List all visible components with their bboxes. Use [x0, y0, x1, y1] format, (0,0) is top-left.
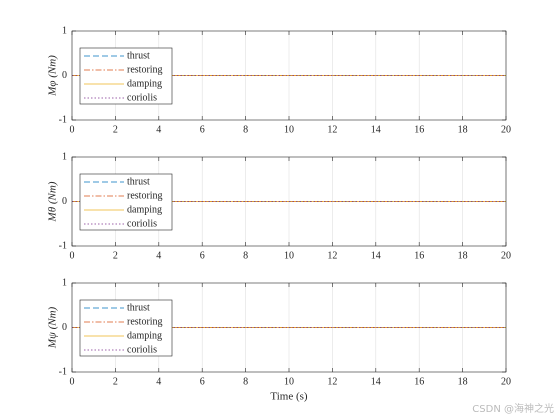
x-tick-label: 12: [327, 250, 337, 261]
legend-box: [79, 47, 173, 105]
y-axis-label: Mθ (Nm): [47, 181, 59, 222]
y-tick-label: 1: [62, 277, 67, 288]
x-tick-label: 4: [156, 124, 161, 135]
legend-label: coriolis: [127, 92, 157, 103]
x-tick-label: 18: [458, 376, 468, 387]
x-tick-label: 4: [156, 376, 161, 387]
x-tick-label: 18: [458, 250, 468, 261]
x-tick-label: 14: [371, 124, 381, 135]
x-tick-label: 16: [414, 376, 424, 387]
y-axis-label: Mφ (Nm): [47, 55, 59, 97]
x-tick-label: 6: [200, 376, 205, 387]
x-tick-label: 14: [371, 250, 381, 261]
legend-label: restoring: [127, 64, 163, 75]
x-axis-label: Time (s): [270, 391, 308, 403]
x-tick-label: 12: [327, 124, 337, 135]
axes-frame: [71, 156, 507, 247]
x-tick-label: 20: [501, 250, 511, 261]
x-tick-label: 6: [200, 250, 205, 261]
x-tick-label: 20: [501, 376, 511, 387]
x-tick-label: 10: [284, 124, 294, 135]
x-tick-label: 10: [284, 250, 294, 261]
y-tick-label: 0: [62, 70, 67, 81]
legend-box: [79, 299, 173, 357]
legend-label: thrust: [127, 50, 150, 61]
x-tick-label: 0: [70, 376, 75, 387]
y-tick-label: -1: [59, 240, 67, 251]
y-tick-label: -1: [59, 114, 67, 125]
x-tick-label: 2: [113, 250, 118, 261]
x-tick-label: 0: [70, 250, 75, 261]
legend-label: damping: [127, 330, 162, 341]
x-tick-label: 14: [371, 376, 381, 387]
legend-label: thrust: [127, 302, 150, 313]
x-tick-label: 8: [243, 376, 248, 387]
y-tick-label: 1: [62, 151, 67, 162]
axes-frame: [71, 282, 507, 373]
legend-label: thrust: [127, 176, 150, 187]
legend-box: [79, 173, 173, 231]
y-tick-label: 1: [62, 25, 67, 36]
legend-label: damping: [127, 78, 162, 89]
x-tick-label: 20: [501, 124, 511, 135]
x-tick-label: 2: [113, 376, 118, 387]
x-tick-label: 8: [243, 250, 248, 261]
legend-label: restoring: [127, 316, 163, 327]
x-tick-label: 16: [414, 250, 424, 261]
watermark: CSDN @海神之光: [472, 402, 554, 415]
x-tick-label: 0: [70, 124, 75, 135]
legend-label: restoring: [127, 190, 163, 201]
legend-label: coriolis: [127, 218, 157, 229]
legend-label: damping: [127, 204, 162, 215]
y-tick-label: -1: [59, 366, 67, 377]
x-tick-label: 6: [200, 124, 205, 135]
x-tick-label: 16: [414, 124, 424, 135]
legend-label: coriolis: [127, 344, 157, 355]
y-axis-label: Mψ (Nm): [47, 306, 59, 349]
y-tick-label: 0: [62, 322, 67, 333]
x-tick-label: 18: [458, 124, 468, 135]
y-tick-label: 0: [62, 196, 67, 207]
axes-frame: [71, 30, 507, 121]
x-tick-label: 2: [113, 124, 118, 135]
x-tick-label: 12: [327, 376, 337, 387]
x-tick-label: 8: [243, 124, 248, 135]
x-tick-label: 4: [156, 250, 161, 261]
x-tick-label: 10: [284, 376, 294, 387]
